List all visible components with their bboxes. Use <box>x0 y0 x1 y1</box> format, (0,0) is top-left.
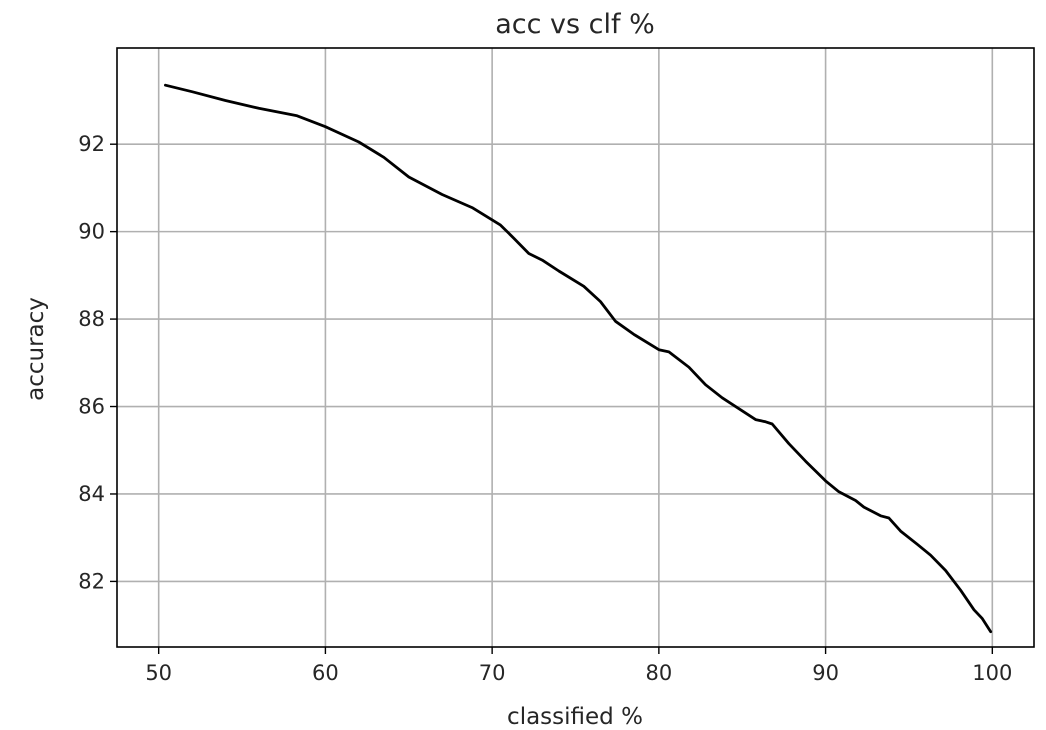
x-tick-label: 50 <box>145 661 172 685</box>
y-tick-label: 84 <box>78 482 105 506</box>
series-line <box>164 83 993 634</box>
grid <box>117 48 1034 647</box>
y-tick-label: 88 <box>78 307 105 331</box>
x-axis: 50 60 70 80 90 100 <box>145 647 1012 685</box>
x-axis-label: classified % <box>507 704 643 730</box>
x-tick-label: 100 <box>972 661 1012 685</box>
y-tick-label: 82 <box>78 569 105 593</box>
y-tick-label: 86 <box>78 395 105 419</box>
x-tick-label: 60 <box>312 661 339 685</box>
x-tick-label: 90 <box>812 661 839 685</box>
plot-frame <box>116 47 1035 648</box>
y-tick-label: 90 <box>78 220 105 244</box>
series-group <box>164 83 993 634</box>
y-axis-label: accuracy <box>23 297 49 401</box>
x-tick-label: 70 <box>479 661 506 685</box>
y-axis: 82 84 86 88 90 92 <box>78 132 117 593</box>
y-tick-label: 92 <box>78 132 105 156</box>
x-tick-label: 80 <box>645 661 672 685</box>
chart-title: acc vs clf % <box>495 9 655 40</box>
